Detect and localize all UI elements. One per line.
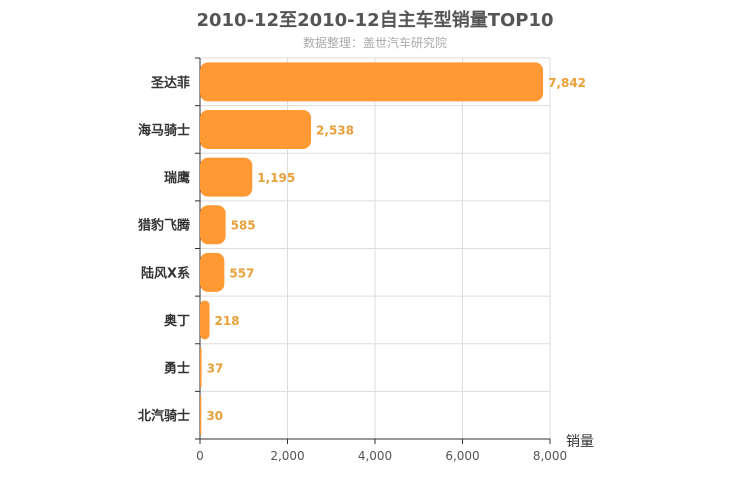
category-label: 北汽骑士 <box>138 408 190 424</box>
category-label: 陆风X系 <box>141 265 190 281</box>
value-label: 557 <box>229 266 254 280</box>
x-tick-label: 0 <box>196 449 204 463</box>
category-label: 勇士 <box>164 361 190 377</box>
x-axis-label: 销量 <box>566 434 594 450</box>
bar <box>200 395 202 435</box>
bar <box>200 62 544 102</box>
bar <box>200 157 253 197</box>
bar <box>200 252 225 292</box>
value-label: 37 <box>207 362 224 376</box>
value-label: 2,538 <box>316 123 354 137</box>
bar <box>200 109 312 149</box>
category-label: 圣达菲 <box>151 75 190 91</box>
chart-subtitle: 数据整理：盖世汽车研究院 <box>302 36 447 50</box>
x-tick-label: 8,000 <box>533 449 567 463</box>
bar <box>200 205 226 245</box>
category-label: 猎豹飞腾 <box>138 218 191 234</box>
x-tick-label: 6,000 <box>445 449 479 463</box>
value-label: 1,195 <box>257 171 295 185</box>
value-label: 30 <box>206 409 223 423</box>
x-tick-label: 2,000 <box>270 449 304 463</box>
category-label: 海马骑士 <box>138 122 190 138</box>
category-label: 奥丁 <box>164 313 190 329</box>
chart-title: 2010-12至2010-12自主车型销量TOP10 <box>196 10 554 31</box>
value-label: 7,842 <box>548 76 586 90</box>
category-label: 瑞鹰 <box>164 170 190 186</box>
value-label: 218 <box>215 314 240 328</box>
value-label: 585 <box>231 219 256 233</box>
bar <box>200 300 210 340</box>
bar <box>200 348 202 388</box>
x-tick-label: 4,000 <box>358 449 392 463</box>
